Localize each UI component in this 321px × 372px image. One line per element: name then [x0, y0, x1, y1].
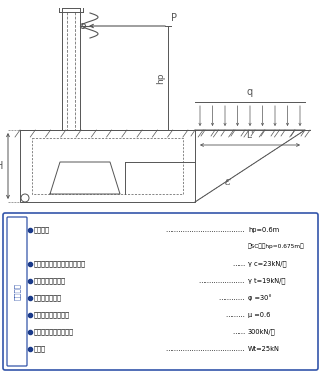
Text: 土の内部摩擦角: 土の内部摩擦角 — [34, 295, 62, 301]
Text: 基礎地盤の許容支持力: 基礎地盤の許容支持力 — [34, 328, 74, 335]
Text: 土の単位体積重量: 土の単位体積重量 — [34, 278, 66, 284]
Text: ε: ε — [225, 177, 231, 187]
Text: …………: ………… — [219, 295, 245, 301]
Text: μ =0.6: μ =0.6 — [248, 312, 270, 318]
Text: hp: hp — [157, 72, 166, 84]
Text: L': L' — [246, 131, 254, 140]
Text: γ t=19kN/㎡: γ t=19kN/㎡ — [248, 278, 285, 284]
Text: 衝突高さ: 衝突高さ — [34, 226, 50, 233]
Text: φ =30°: φ =30° — [248, 294, 272, 301]
Text: q: q — [247, 87, 253, 97]
FancyBboxPatch shape — [7, 217, 27, 366]
Text: 300kN/㎡: 300kN/㎡ — [248, 328, 276, 335]
Text: 輪荷重: 輪荷重 — [34, 346, 46, 352]
Text: ………: ……… — [225, 312, 245, 318]
Text: γ c=23kN/㎡: γ c=23kN/㎡ — [248, 260, 287, 267]
Text: （SC種はhp=0.675m）: （SC種はhp=0.675m） — [248, 244, 305, 249]
Text: H: H — [0, 161, 4, 171]
FancyBboxPatch shape — [3, 213, 318, 370]
Text: hp=0.6m: hp=0.6m — [248, 227, 279, 232]
Text: ……: …… — [232, 261, 245, 267]
Text: P: P — [171, 13, 177, 23]
Text: ……: …… — [232, 329, 245, 335]
Text: ………………………………: ……………………………… — [166, 227, 245, 232]
Text: ………………………………: ……………………………… — [166, 346, 245, 352]
Text: 設計条件: 設計条件 — [14, 283, 20, 300]
Text: 基礎地盤の摩擦係数: 基礎地盤の摩擦係数 — [34, 311, 70, 318]
Text: コンクリートの単位体積重量: コンクリートの単位体積重量 — [34, 260, 86, 267]
Text: …………………: ………………… — [199, 278, 245, 284]
Text: Wt=25kN: Wt=25kN — [248, 346, 280, 352]
